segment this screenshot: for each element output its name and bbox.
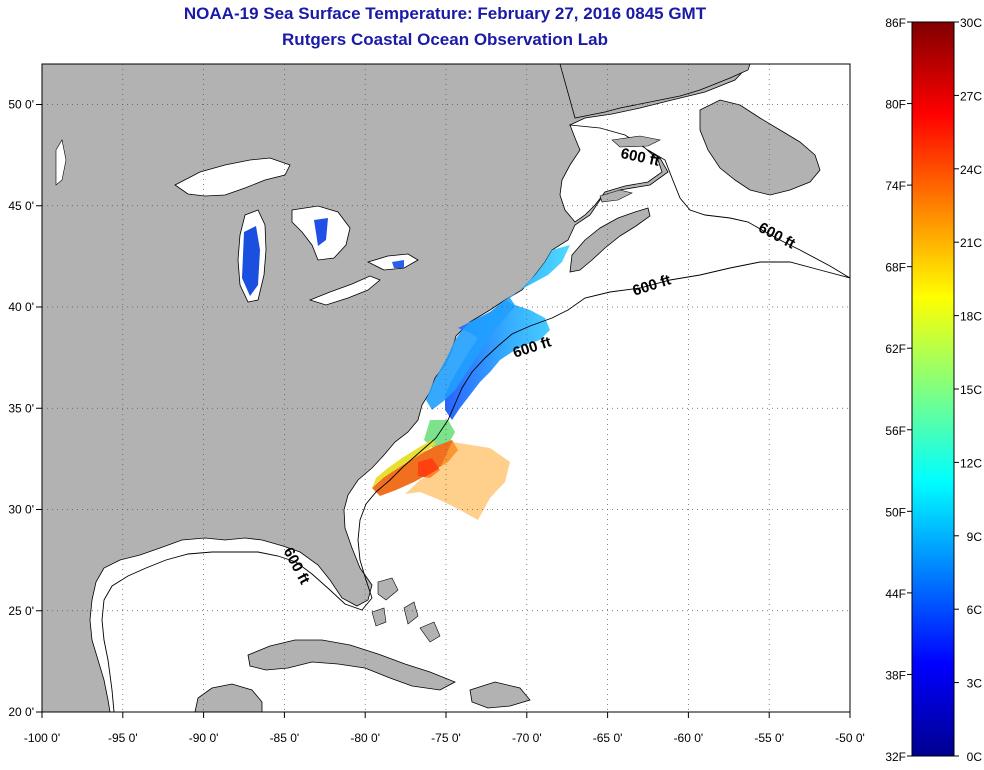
hispaniola-land [469,681,531,709]
colorbar-ramp [911,21,955,757]
isobath-600ft-atlantic [357,149,850,599]
bahamas-islands [371,577,441,643]
lon-tick-label: -50 0' [835,731,865,745]
lon-tick-label: -100 0' [24,731,60,745]
lon-tick-label: -70 0' [512,731,542,745]
lon-tick-label: -65 0' [593,731,623,745]
colorbar-f-label: 38F [885,668,906,682]
lon-tick-label: -95 0' [108,731,138,745]
colorbar-ticks: 86F 80F 74F 68F 62F 56F 50F 44F 38F 32F 30C 27C 24C 2… [885,16,982,764]
lat-tick-label: 20 0' [8,705,34,719]
lake-erie [308,275,381,306]
gulf-of-st-lawrence [559,124,663,223]
colorbar-f-label: 68F [885,261,906,275]
colorbar-c-label: 30C [960,16,982,30]
anticosti-island-land [611,135,661,148]
lon-tick-label: -55 0' [754,731,784,745]
colorbar-f-label: 50F [885,505,906,519]
sst-swath [372,245,570,520]
lake-superior [174,157,291,197]
map-axis-ticks: -100 0' -95 0' -90 0' -85 0' -80 0' -75 0' -70… [8,98,864,746]
sst-sargasso [405,442,510,520]
colorbar: 86F 80F 74F 68F 62F 56F 50F 44F 38F 32F 30C 27C 24C 2… [885,16,982,764]
map-panel: 600 ft 600 ft 600 ft 600 ft 600 ft [42,64,850,712]
colorbar-c-label: 12C [960,456,982,470]
sst-gulf-stream [372,440,458,496]
newfoundland-land [699,99,821,196]
yucatan-land [194,683,263,712]
lat-tick-label: 40 0' [8,300,34,314]
lon-tick-label: -75 0' [431,731,461,745]
map-subtitle: Rutgers Coastal Ocean Observation Lab [282,30,608,49]
map-title: NOAA-19 Sea Surface Temperature: Februar… [183,4,707,23]
lat-tick-label: 25 0' [8,604,34,618]
lon-tick-label: -85 0' [270,731,300,745]
prince-edward-island-land [599,189,633,203]
colorbar-c-label: 15C [960,383,982,397]
lat-tick-label: 35 0' [8,401,34,415]
lake-winnipeg [55,139,67,186]
colorbar-c-label: 21C [960,236,982,250]
colorbar-c-label: 18C [960,310,982,324]
colorbar-f-label: 74F [885,179,906,193]
nova-scotia-land [569,207,651,273]
colorbar-f-label: 80F [885,98,906,112]
map-gridlines [42,64,850,712]
colorbar-f-label: 62F [885,342,906,356]
lake-erie-sst [392,260,404,268]
lake-huron-sst [314,218,328,246]
colorbar-f-label: 56F [885,424,906,438]
colorbar-c-label: 24C [960,163,982,177]
colorbar-f-label: 32F [885,750,906,764]
colorbar-c-label: 9C [967,530,983,544]
sst-gulf-of-maine [445,245,570,420]
colorbar-c-label: 3C [967,677,983,691]
lon-tick-label: -90 0' [189,731,219,745]
lon-tick-label: -80 0' [350,731,380,745]
north-america-land [42,64,751,712]
colorbar-f-label: 44F [885,587,906,601]
isobath-600ft-gulf [101,551,373,712]
cuba-land [247,639,456,691]
colorbar-c-label: 6C [967,603,983,617]
colorbar-f-label: 86F [885,16,906,30]
lat-tick-label: 45 0' [8,199,34,213]
sst-mid-atlantic [426,300,515,410]
colorbar-c-label: 0C [967,750,983,764]
lake-michigan-ice-free-sst [242,226,260,296]
colorbar-c-label: 27C [960,89,982,103]
lat-tick-label: 50 0' [8,98,34,112]
lat-tick-label: 30 0' [8,503,34,517]
lon-tick-label: -60 0' [674,731,704,745]
